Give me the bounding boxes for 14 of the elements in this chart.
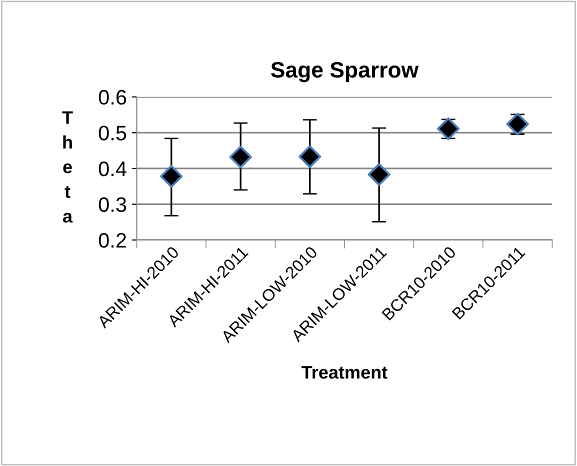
point bbox=[229, 146, 252, 168]
x-axis-title: Treatment bbox=[302, 366, 388, 379]
y-tick-label: 0.4 bbox=[98, 161, 126, 176]
point bbox=[160, 164, 183, 188]
point bbox=[368, 163, 390, 186]
point bbox=[506, 112, 529, 136]
y-tick-label: 0.2 bbox=[98, 232, 126, 248]
point bbox=[436, 117, 460, 140]
y-axis-title: Theta bbox=[62, 111, 73, 223]
chart-title: Sage Sparrow bbox=[271, 62, 419, 82]
y-tick-label: 0.5 bbox=[98, 126, 126, 140]
y-tick-label: 0.3 bbox=[98, 197, 126, 212]
point bbox=[298, 145, 322, 168]
y-tick-label: 0.6 bbox=[98, 90, 126, 105]
